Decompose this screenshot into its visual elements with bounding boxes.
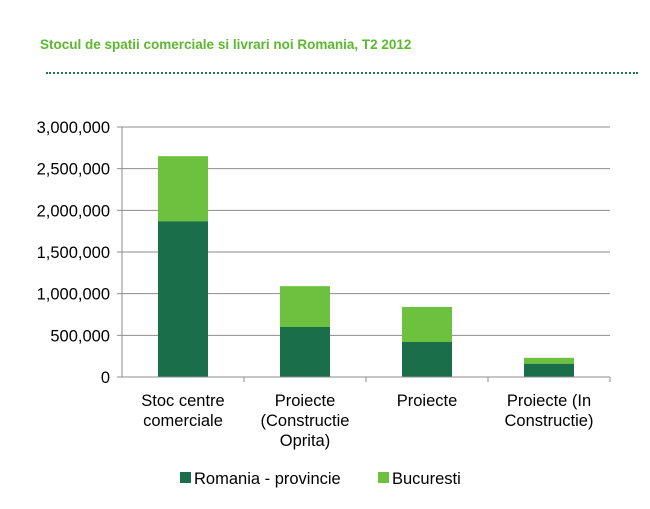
bar-segment: [280, 286, 330, 327]
bar-segment: [280, 327, 330, 377]
bar-segment: [402, 307, 452, 342]
legend-swatch: [378, 472, 389, 483]
chart-title: Stocul de spatii comerciale si livrari n…: [40, 37, 412, 52]
y-axis-ticks: 0 500,000 1,000,000 1,500,000 2,000,000 2,500…: [37, 119, 110, 387]
title-divider: [46, 72, 638, 74]
bar-segment: [524, 363, 574, 377]
y-tick-label: 500,000: [50, 327, 110, 345]
bar-segment: [524, 357, 574, 364]
legend-swatch: [180, 472, 191, 483]
y-tick-label: 2,000,000: [37, 202, 110, 220]
axes: [117, 126, 611, 382]
x-tick-label: Stoc centre comerciale: [141, 392, 224, 430]
legend: Romania - provincie Bucuresti: [180, 470, 461, 488]
bar-segment: [402, 342, 452, 377]
bar-segment: [158, 221, 208, 377]
bar-group: [158, 156, 574, 377]
y-tick-label: 1,000,000: [37, 286, 110, 304]
x-axis-labels: Stoc centre comerciale Proiecte (Constructi…: [141, 392, 593, 450]
legend-label: Romania - provincie: [194, 470, 341, 488]
y-tick-label: 1,500,000: [37, 244, 110, 262]
y-tick-label: 2,500,000: [37, 161, 110, 179]
x-tick-label: Proiecte (Constructie Oprita): [261, 392, 350, 450]
bar-segment: [158, 156, 208, 222]
y-tick-label: 0: [101, 369, 110, 387]
y-tick-label: 3,000,000: [37, 119, 110, 137]
x-tick-label: Proiecte (In Constructie): [505, 392, 594, 430]
legend-label: Bucuresti: [392, 470, 461, 488]
x-tick-label: Proiecte: [397, 392, 458, 410]
